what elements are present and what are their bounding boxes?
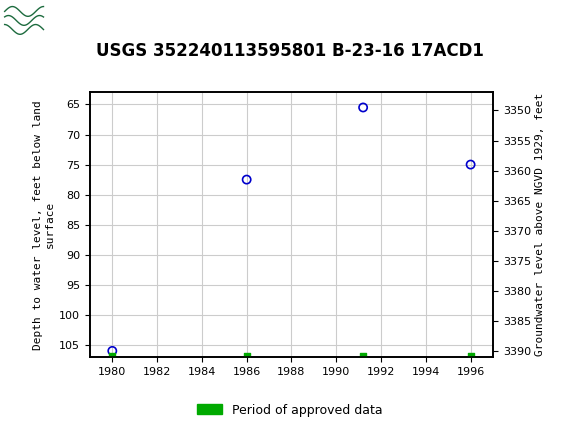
Bar [5, 3, 92, 37]
Text: USGS 352240113595801 B-23-16 17ACD1: USGS 352240113595801 B-23-16 17ACD1 [96, 42, 484, 60]
Point [108, 352, 117, 359]
Point [466, 352, 475, 359]
Text: USGS: USGS [96, 11, 155, 30]
Point [108, 347, 117, 354]
Point [242, 352, 251, 359]
Point [358, 104, 368, 111]
Point [358, 352, 368, 359]
Legend: Period of approved data: Period of approved data [192, 399, 388, 421]
Point [242, 176, 251, 183]
Y-axis label: Depth to water level, feet below land
surface: Depth to water level, feet below land su… [34, 100, 55, 350]
Y-axis label: Groundwater level above NGVD 1929, feet: Groundwater level above NGVD 1929, feet [535, 93, 545, 356]
Point [466, 161, 475, 168]
